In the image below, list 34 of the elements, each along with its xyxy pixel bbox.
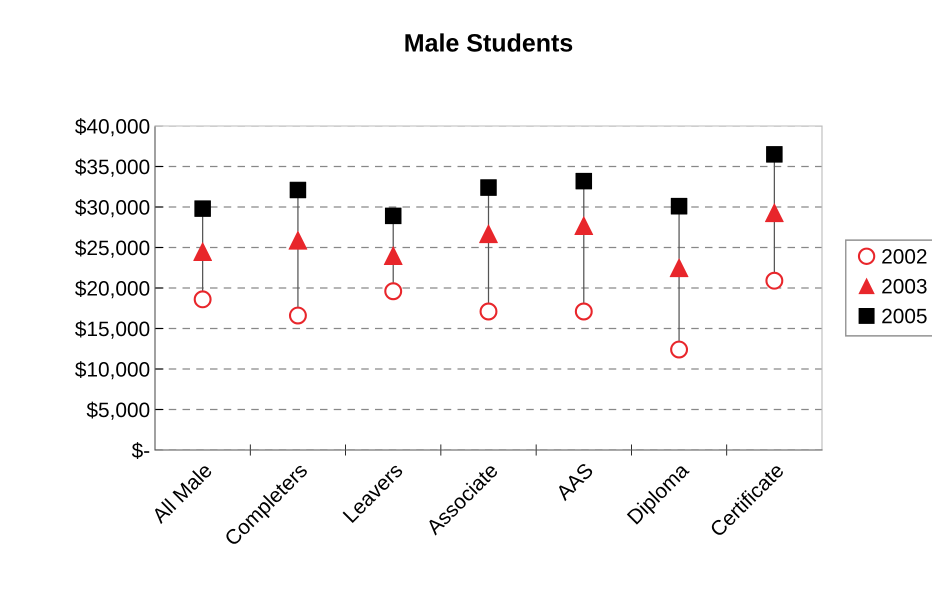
point — [670, 258, 688, 278]
point — [765, 272, 784, 290]
point — [288, 230, 308, 250]
point — [194, 290, 212, 308]
point — [670, 340, 688, 359]
point — [480, 302, 498, 320]
point — [480, 179, 497, 196]
point — [576, 172, 592, 190]
y-tick-label: $40,000 — [75, 118, 150, 136]
point — [384, 246, 403, 266]
legend-label: 2002 — [882, 249, 926, 264]
point — [384, 282, 402, 300]
point — [574, 302, 593, 320]
point — [194, 200, 211, 217]
y-tick-label: $- — [132, 442, 150, 459]
point — [479, 224, 498, 244]
legend-label: 2005 — [882, 308, 927, 324]
point — [766, 146, 783, 163]
legend-label: 2003 — [882, 278, 927, 294]
y-tick-label: $35,000 — [75, 158, 150, 177]
y-tick-label: $30,000 — [75, 199, 150, 218]
y-tick-label: $25,000 — [75, 240, 150, 258]
point — [288, 306, 307, 325]
point — [384, 208, 402, 224]
y-tick-label: $20,000 — [75, 280, 150, 298]
point — [193, 242, 212, 261]
point — [290, 182, 306, 198]
point — [670, 198, 688, 214]
y-tick-label: $15,000 — [75, 320, 150, 339]
chart-title: Male Students — [405, 33, 572, 52]
point — [574, 216, 594, 236]
point — [764, 203, 784, 222]
y-tick-label: $5,000 — [86, 402, 150, 420]
y-tick-label: $10,000 — [75, 361, 150, 380]
